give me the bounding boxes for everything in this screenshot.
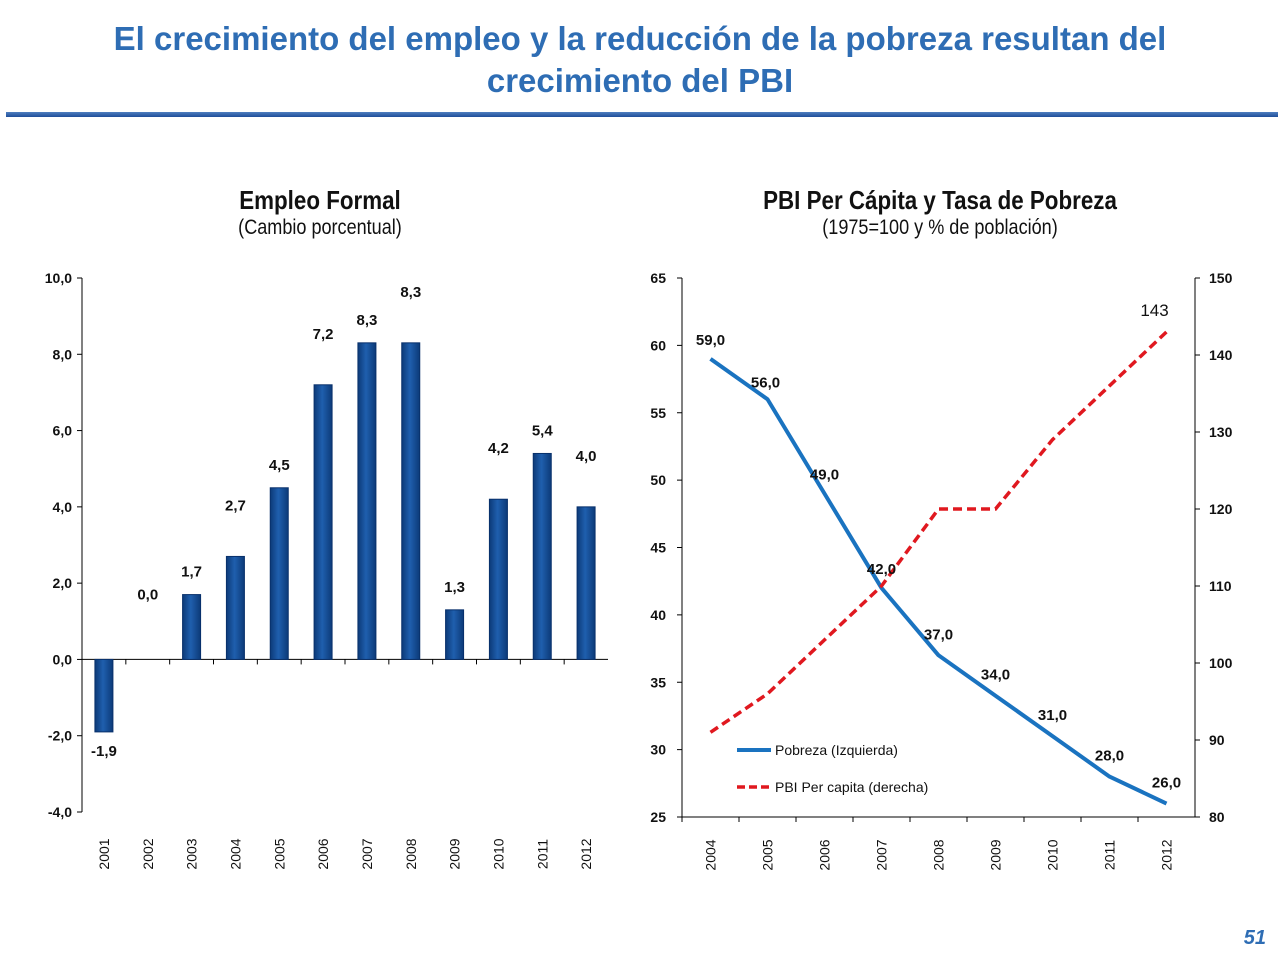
bar-2012 bbox=[576, 506, 596, 660]
bar-label-2007: 8,3 bbox=[356, 312, 377, 329]
left-tick-label: 30 bbox=[650, 742, 666, 758]
x-tick-label-2009: 2009 bbox=[988, 839, 1004, 870]
x-tick-label-2001: 2001 bbox=[96, 838, 112, 869]
bar-label-2011: 5,4 bbox=[532, 422, 554, 439]
x-tick-label-2011: 2011 bbox=[1102, 840, 1118, 870]
left-tick-label: 50 bbox=[650, 472, 666, 488]
bar-label-2005: 4,5 bbox=[269, 457, 290, 474]
x-tick-label-2009: 2009 bbox=[447, 838, 463, 869]
line-chart: 25 30 35 40 45 50 55 60 65 80 90 100 110 120 130 140 150… bbox=[650, 270, 1233, 871]
bar-label-2012: 4,0 bbox=[576, 448, 597, 465]
x-tick-label-2010: 2010 bbox=[490, 838, 506, 869]
pobreza-label-2010: 31,0 bbox=[1038, 707, 1067, 724]
x-tick-label-2005: 2005 bbox=[760, 839, 776, 870]
pobreza-label-2009: 34,0 bbox=[981, 667, 1010, 684]
pobreza-label-2011: 28,0 bbox=[1095, 748, 1124, 765]
line-chart-title: PBI Per Cápita y Tasa de Pobreza bbox=[763, 185, 1117, 215]
right-tick-label: 100 bbox=[1209, 655, 1233, 671]
slide-title-line2: crecimiento del PBI bbox=[486, 62, 794, 99]
x-tick-label-2012: 2012 bbox=[1159, 839, 1175, 870]
bar-2007 bbox=[357, 342, 377, 660]
y-tick-label: 10,0 bbox=[45, 270, 72, 286]
bar-label-2009: 1,3 bbox=[444, 579, 465, 596]
bar-chart-subtitle: (Cambio porcentual) bbox=[238, 216, 402, 239]
y-tick-label: -2,0 bbox=[48, 728, 72, 744]
bar-2004 bbox=[225, 555, 245, 660]
bar-label-2006: 7,2 bbox=[313, 326, 334, 343]
left-tick-label: 45 bbox=[650, 540, 666, 556]
bar-label-2008: 8,3 bbox=[400, 284, 421, 301]
line-chart-heading: PBI Per Cápita y Tasa de Pobreza (1975=1… bbox=[640, 185, 1240, 241]
right-tick-label: 110 bbox=[1209, 578, 1232, 594]
slide-title-line1: El crecimiento del empleo y la reducción… bbox=[113, 20, 1167, 57]
left-tick-label: 55 bbox=[650, 405, 666, 421]
legend-label-pbi: PBI Per capita (derecha) bbox=[775, 779, 928, 795]
x-tick-label-2007: 2007 bbox=[874, 839, 890, 870]
bar-2009 bbox=[445, 609, 465, 660]
x-tick-label-2002: 2002 bbox=[140, 838, 156, 869]
series-line-pobreza bbox=[709, 357, 1168, 806]
right-tick-label: 130 bbox=[1209, 424, 1233, 440]
bar-label-2004: 2,7 bbox=[225, 497, 246, 514]
x-tick-label-2004: 2004 bbox=[703, 839, 719, 870]
right-tick-label: 150 bbox=[1209, 270, 1233, 286]
bar-label-2001: -1,9 bbox=[91, 743, 117, 760]
y-tick-label: 2,0 bbox=[53, 575, 73, 591]
y-tick-label: 0,0 bbox=[53, 651, 73, 667]
left-tick-label: 25 bbox=[650, 809, 666, 825]
bar-2006 bbox=[313, 384, 333, 660]
x-tick-label-2003: 2003 bbox=[184, 838, 200, 869]
bar-2011 bbox=[532, 452, 552, 660]
left-tick-label: 60 bbox=[650, 337, 666, 353]
legend-label-pobreza: Pobreza (Izquierda) bbox=[775, 742, 898, 758]
x-tick-label-2005: 2005 bbox=[271, 838, 287, 869]
x-tick-label-2008: 2008 bbox=[403, 838, 419, 869]
x-tick-label-2004: 2004 bbox=[227, 838, 243, 869]
bar-chart-title: Empleo Formal bbox=[239, 185, 401, 215]
title-divider bbox=[6, 112, 1278, 117]
line-chart-subtitle: (1975=100 y % de población) bbox=[822, 216, 1058, 239]
x-tick-label-2007: 2007 bbox=[359, 838, 375, 869]
bar-label-2002: 0,0 bbox=[137, 586, 158, 603]
pobreza-label-2005: 56,0 bbox=[751, 374, 780, 391]
slide-title: El crecimiento del empleo y la reducción… bbox=[0, 18, 1280, 102]
x-tick-label-2006: 2006 bbox=[315, 838, 331, 869]
bar-2001 bbox=[94, 658, 114, 733]
bar-chart-heading: Empleo Formal (Cambio porcentual) bbox=[80, 185, 560, 241]
bar-chart: -4,0 -2,0 0,0 2,0 4,0 6,0 8,0 10,0 -1,9 2001 0,0 20… bbox=[45, 270, 608, 870]
pobreza-label-2007: 42,0 bbox=[867, 561, 896, 578]
y-tick-label: 4,0 bbox=[53, 499, 73, 515]
x-tick-label-2008: 2008 bbox=[931, 839, 947, 870]
bar-2010 bbox=[488, 498, 508, 660]
pobreza-label-2004: 59,0 bbox=[696, 332, 725, 349]
x-tick-label-2010: 2010 bbox=[1045, 839, 1061, 870]
left-tick-label: 40 bbox=[650, 607, 666, 623]
pobreza-label-2006: 49,0 bbox=[810, 467, 839, 484]
x-tick-label-2006: 2006 bbox=[817, 839, 833, 870]
right-tick-label: 120 bbox=[1209, 501, 1233, 517]
pobreza-label-2012: 26,0 bbox=[1152, 775, 1181, 792]
x-tick-label-2011: 2011 bbox=[534, 839, 550, 869]
bar-label-2010: 4,2 bbox=[488, 440, 509, 457]
left-tick-label: 65 bbox=[650, 270, 666, 286]
pobreza-label-2008: 37,0 bbox=[924, 626, 953, 643]
page-number: 51 bbox=[1243, 927, 1266, 949]
bar-label-2003: 1,7 bbox=[181, 564, 202, 581]
y-tick-label: -4,0 bbox=[48, 804, 72, 820]
y-tick-label: 8,0 bbox=[53, 346, 73, 362]
bar-2005 bbox=[269, 487, 289, 660]
right-tick-label: 80 bbox=[1209, 809, 1225, 825]
right-tick-label: 140 bbox=[1209, 347, 1233, 363]
pbi-end-label: 143 bbox=[1140, 301, 1168, 320]
bar-2008 bbox=[401, 342, 421, 660]
right-tick-label: 90 bbox=[1209, 732, 1225, 748]
series-line-pbi bbox=[709, 330, 1168, 734]
x-tick-label-2012: 2012 bbox=[578, 838, 594, 869]
bar-2003 bbox=[182, 594, 202, 660]
y-tick-label: 6,0 bbox=[53, 423, 73, 439]
left-tick-label: 35 bbox=[650, 674, 666, 690]
